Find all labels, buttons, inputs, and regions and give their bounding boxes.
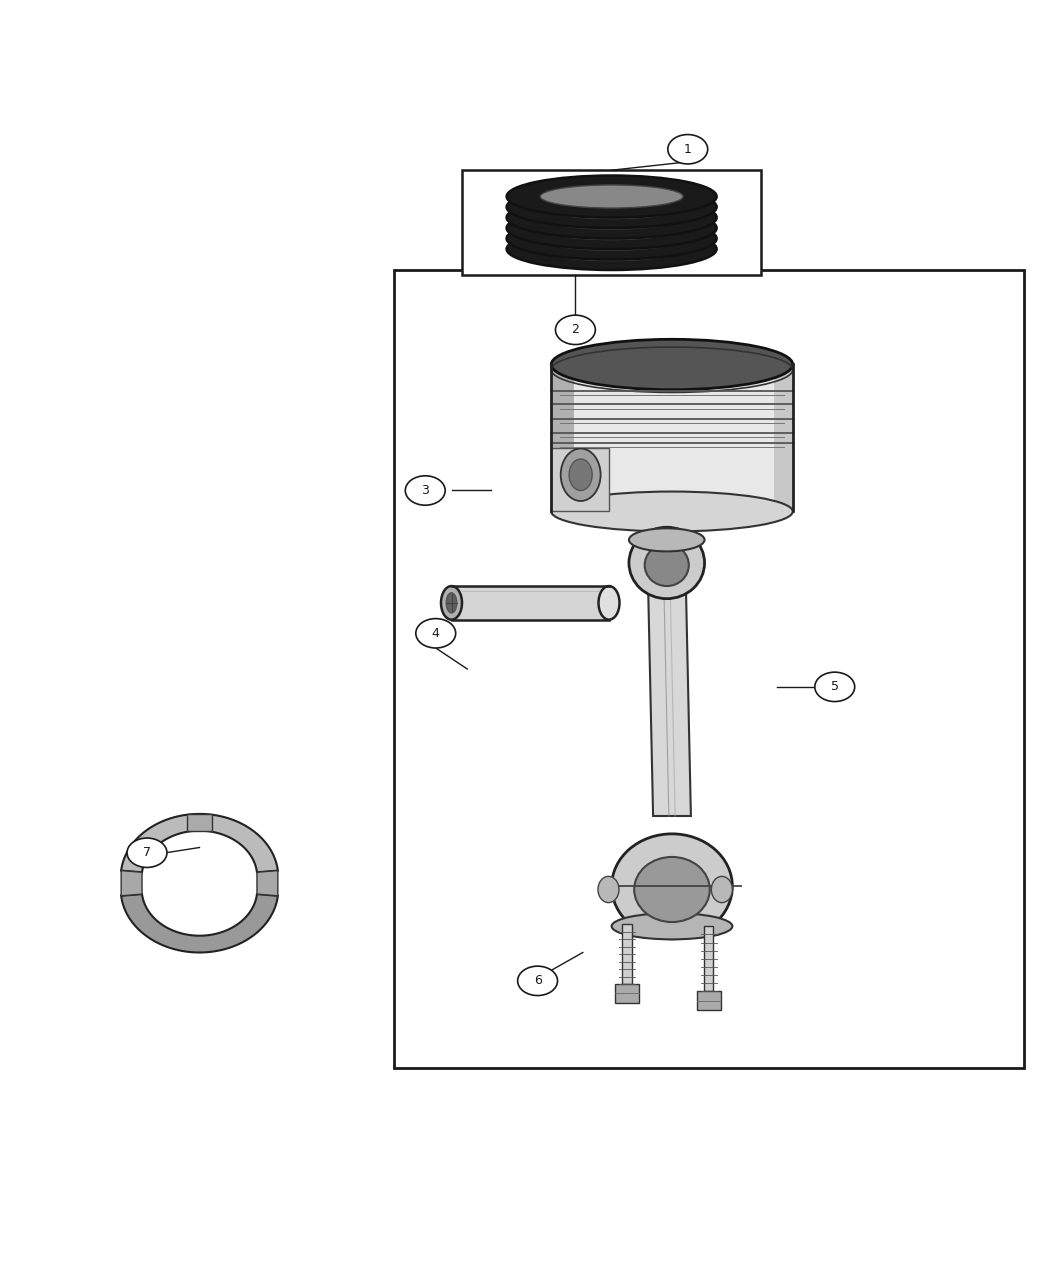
Polygon shape — [121, 894, 278, 952]
FancyBboxPatch shape — [551, 365, 793, 511]
Ellipse shape — [541, 185, 682, 208]
FancyBboxPatch shape — [551, 365, 574, 511]
Text: 5: 5 — [831, 681, 839, 694]
Ellipse shape — [127, 838, 167, 867]
Ellipse shape — [446, 593, 457, 613]
Polygon shape — [257, 871, 278, 896]
Ellipse shape — [815, 672, 855, 701]
Ellipse shape — [506, 228, 716, 270]
Ellipse shape — [441, 586, 462, 620]
Ellipse shape — [569, 459, 592, 491]
Polygon shape — [551, 449, 609, 511]
Polygon shape — [121, 871, 142, 896]
Ellipse shape — [506, 186, 716, 228]
FancyBboxPatch shape — [187, 813, 212, 831]
Text: 7: 7 — [143, 847, 151, 859]
FancyBboxPatch shape — [622, 924, 632, 984]
Ellipse shape — [405, 476, 445, 505]
Polygon shape — [648, 575, 691, 816]
Ellipse shape — [611, 834, 733, 938]
Polygon shape — [121, 813, 278, 872]
Ellipse shape — [518, 966, 558, 996]
Ellipse shape — [555, 315, 595, 344]
Ellipse shape — [506, 207, 716, 249]
Ellipse shape — [506, 218, 716, 260]
Ellipse shape — [598, 586, 620, 620]
Ellipse shape — [541, 227, 682, 250]
FancyBboxPatch shape — [774, 365, 793, 511]
Ellipse shape — [611, 913, 733, 940]
FancyBboxPatch shape — [462, 171, 761, 275]
Ellipse shape — [541, 207, 682, 230]
Ellipse shape — [629, 528, 705, 551]
Text: 6: 6 — [533, 974, 542, 987]
Ellipse shape — [629, 528, 705, 599]
Ellipse shape — [645, 544, 689, 586]
Text: 3: 3 — [421, 484, 429, 497]
Ellipse shape — [541, 217, 682, 240]
Ellipse shape — [506, 176, 716, 218]
Ellipse shape — [561, 449, 601, 501]
Ellipse shape — [668, 135, 708, 164]
Ellipse shape — [541, 195, 682, 218]
FancyBboxPatch shape — [705, 926, 714, 992]
Ellipse shape — [712, 876, 733, 903]
Ellipse shape — [416, 618, 456, 648]
FancyBboxPatch shape — [615, 984, 638, 1003]
FancyBboxPatch shape — [452, 586, 609, 620]
FancyBboxPatch shape — [394, 270, 1024, 1068]
Ellipse shape — [551, 492, 793, 532]
Ellipse shape — [506, 196, 716, 238]
FancyBboxPatch shape — [697, 992, 720, 1010]
Text: 2: 2 — [571, 324, 580, 337]
Ellipse shape — [541, 237, 682, 260]
Ellipse shape — [634, 857, 710, 922]
Text: 4: 4 — [432, 627, 440, 640]
Text: 1: 1 — [684, 143, 692, 156]
Ellipse shape — [598, 876, 620, 903]
Ellipse shape — [551, 339, 793, 390]
